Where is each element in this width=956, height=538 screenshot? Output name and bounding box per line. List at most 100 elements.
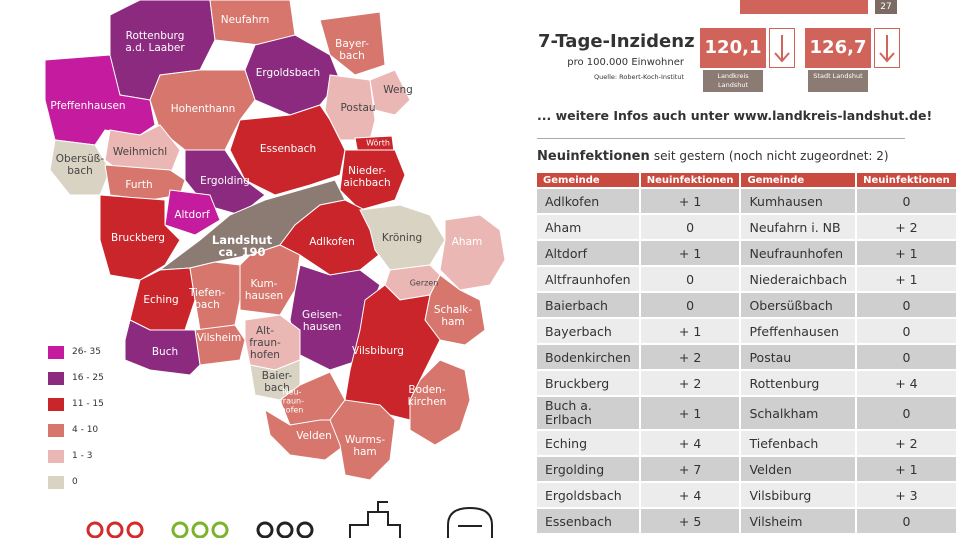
region-label: Boden- kirchen (407, 384, 447, 408)
legend-swatch (48, 424, 64, 437)
cell-name: Ergoldsbach (537, 483, 639, 507)
icon (106, 521, 124, 538)
incidence-value: 120,1 (700, 28, 766, 68)
cell-name: Postau (741, 345, 856, 369)
icon (256, 521, 274, 538)
cell-value: 0 (640, 215, 740, 239)
cell-value: 0 (857, 509, 956, 533)
cell-name: Vilsbiburg (741, 483, 856, 507)
table-row: Aham 0 Neufahrn i. NB + 2 (537, 215, 956, 239)
region-label: Vilsbiburg (352, 345, 404, 357)
region-label: Wurms- ham (344, 434, 386, 458)
trend-arrow (769, 28, 795, 68)
region-label: Bruckberg (111, 232, 165, 244)
icon (171, 521, 189, 538)
region-label: Gerzen (409, 278, 439, 288)
region-label: Ergolding (200, 175, 250, 187)
cell-value: + 3 (857, 483, 956, 507)
cell-name: Bruckberg (537, 371, 639, 395)
region-label: Weng (383, 84, 413, 96)
cell-name: Niederaichbach (741, 267, 856, 291)
incidence-label: Landkreis Landshut (703, 70, 763, 92)
region-label: Alt- fraun- hofen (249, 325, 281, 361)
table: Gemeinde Neuinfektionen Gemeinde Neuinfekti… (535, 171, 956, 535)
region-label: Geisen- hausen (302, 309, 342, 333)
region-label: Nieder- aichbach (343, 165, 391, 189)
cell-name: Essenbach (537, 509, 639, 533)
region-label: Baier- bach (261, 370, 293, 394)
region (319, 11, 386, 76)
cell-value: + 1 (640, 189, 740, 213)
table-heading: Neuinfektionen seit gestern (noch nicht … (537, 149, 889, 164)
column-header: Neuinfektionen (640, 173, 740, 187)
region (439, 214, 506, 291)
icon (349, 501, 401, 538)
region-label: Vilsheim (196, 332, 242, 344)
incidence-subtitle: pro 100.000 Einwohner (567, 57, 684, 68)
column-header: Gemeinde (537, 173, 639, 187)
legend-label: 4 - 10 (72, 425, 99, 435)
legend-swatch (48, 346, 64, 359)
region-label: Kum- hausen (244, 278, 284, 302)
cell-name: Pfeffenhausen (741, 319, 856, 343)
cell-name: Baierbach (537, 293, 639, 317)
cell-value: 0 (857, 345, 956, 369)
region (239, 244, 301, 316)
cell-value: + 2 (857, 215, 956, 239)
trend-arrow (874, 28, 900, 68)
table-title: Neuinfektionen (537, 149, 650, 164)
cell-name: Tiefenbach (741, 431, 856, 455)
legend-label: 0 (72, 477, 78, 487)
cell-name: Ergolding (537, 457, 639, 481)
cell-value: 0 (857, 293, 956, 317)
cell-name: Vilsheim (741, 509, 856, 533)
region-label: Weihmichl (112, 146, 168, 158)
table-row: Essenbach + 5 Vilsheim 0 (537, 509, 956, 533)
cell-value: + 4 (640, 431, 740, 455)
legend-label: 11 - 15 (72, 399, 104, 409)
cell-name: Bayerbach (537, 319, 639, 343)
table-row: Ergolding + 7 Velden + 1 (537, 457, 956, 481)
region-label: Tiefen- bach (188, 287, 226, 311)
icon (447, 506, 493, 538)
table-row: Buch a. Erlbach + 1 Schalkham 0 (537, 397, 956, 429)
region-label: Buch (151, 346, 179, 358)
separator (537, 138, 905, 139)
legend-swatch (48, 372, 64, 385)
top-bar (740, 0, 868, 14)
table-row: Altdorf + 1 Neufraunhofen + 1 (537, 241, 956, 265)
region-label: Landshut ca. 190 (211, 233, 273, 259)
region-label: Neu- fraun- hofen (279, 387, 305, 415)
region-label: Ergoldsbach (255, 67, 321, 79)
cell-value: + 1 (857, 267, 956, 291)
cell-value: + 1 (640, 319, 740, 343)
region-label: Velden (296, 430, 332, 442)
cell-value: + 7 (640, 457, 740, 481)
incidence-title: 7-Tage-Inzidenz (538, 31, 695, 52)
cell-name: Aham (537, 215, 639, 239)
cell-name: Adlkofen (537, 189, 639, 213)
region-label: Aham (451, 236, 483, 248)
region (164, 189, 221, 236)
region (369, 69, 411, 116)
region (229, 104, 346, 196)
region (149, 69, 256, 151)
region-label: Bayer- bach (335, 38, 369, 62)
table-row: Bodenkirchen + 2 Postau 0 (537, 345, 956, 369)
table-row: Bayerbach + 1 Pfeffenhausen 0 (537, 319, 956, 343)
legend-label: 26- 35 (72, 347, 102, 357)
header-row: Gemeinde Neuinfektionen Gemeinde Neuinfekti… (537, 173, 956, 187)
arrow-icon (774, 35, 790, 63)
arrow-icon (879, 35, 895, 63)
region-label: Eching (143, 294, 179, 306)
region-label: Obersüß- bach (55, 153, 105, 177)
region-label: Furth (125, 179, 153, 191)
icon (191, 521, 209, 538)
cell-name: Rottenburg (741, 371, 856, 395)
column-header: Neuinfektionen (857, 173, 956, 187)
cell-name: Altdorf (537, 241, 639, 265)
region-label: Postau (340, 102, 376, 114)
cell-name: Kumhausen (741, 189, 856, 213)
region-label: Hohenthann (170, 103, 236, 115)
